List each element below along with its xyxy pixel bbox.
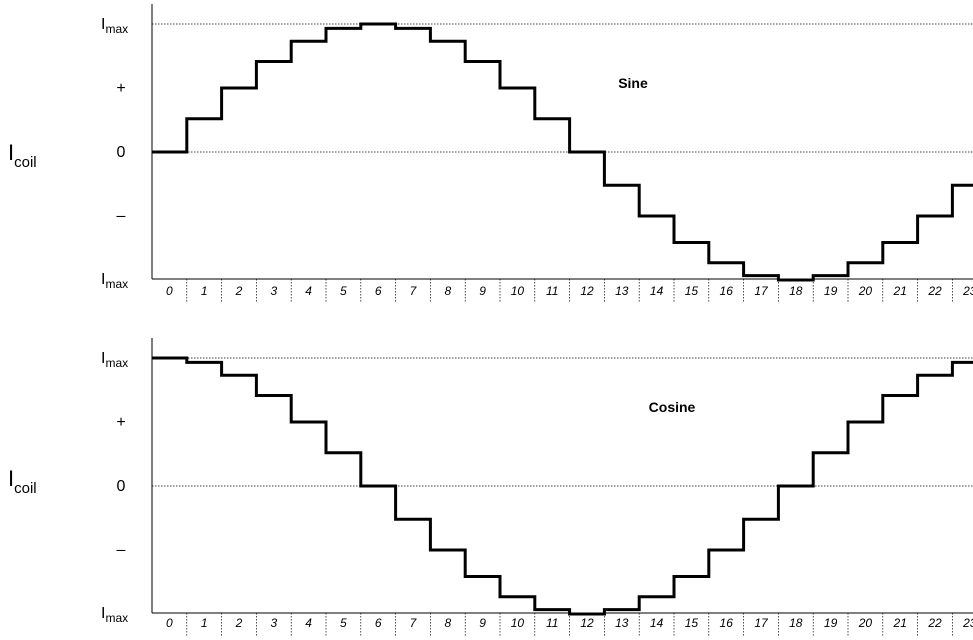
x-tick-label: 5	[340, 284, 347, 298]
x-tick-label: 23	[962, 616, 973, 630]
x-tick-label: 7	[410, 284, 418, 298]
y-tick-label: Imax	[101, 16, 128, 36]
chart-title: Cosine	[649, 399, 696, 415]
x-tick-label: 18	[789, 284, 803, 298]
y-tick-label: Imax	[101, 271, 128, 291]
y-axis-label: Icoil	[8, 466, 37, 497]
x-tick-label: 22	[927, 616, 942, 630]
x-tick-label: 13	[615, 616, 629, 630]
y-tick-label: +	[116, 80, 125, 97]
x-tick-label: 10	[511, 284, 525, 298]
chart-title: Sine	[618, 75, 648, 91]
x-tick-label: 4	[305, 284, 312, 298]
y-tick-label: –	[117, 542, 126, 559]
x-tick-label: 17	[754, 616, 769, 630]
y-axis-label: Icoil	[8, 140, 37, 171]
x-tick-label: 6	[375, 616, 382, 630]
y-tick-label: Imax	[101, 350, 128, 370]
x-tick-label: 0	[166, 284, 173, 298]
y-tick-label: –	[117, 208, 126, 225]
chart-1: 01234567891011121314151617181920212223Im…	[8, 338, 973, 637]
x-tick-label: 2	[235, 284, 243, 298]
x-tick-label: 19	[824, 616, 838, 630]
x-tick-label: 2	[235, 616, 243, 630]
x-tick-label: 23	[962, 284, 973, 298]
x-tick-label: 5	[340, 616, 347, 630]
x-tick-label: 15	[685, 284, 699, 298]
y-tick-label: +	[116, 414, 125, 431]
x-tick-label: 16	[720, 616, 734, 630]
x-tick-label: 15	[685, 616, 699, 630]
x-tick-label: 0	[166, 616, 173, 630]
series-step-line	[152, 22, 973, 282]
x-tick-label: 9	[479, 616, 486, 630]
y-tick-label: 0	[117, 144, 126, 161]
y-tick-label: Imax	[101, 605, 128, 625]
x-tick-label: 1	[201, 616, 208, 630]
x-tick-label: 12	[580, 284, 594, 298]
chart-0: 01234567891011121314151617181920212223Im…	[8, 4, 973, 303]
x-tick-label: 18	[789, 616, 803, 630]
x-tick-label: 9	[479, 284, 486, 298]
x-tick-label: 1	[201, 284, 208, 298]
x-tick-label: 19	[824, 284, 838, 298]
x-tick-label: 11	[546, 284, 558, 298]
series-step-line	[152, 356, 973, 616]
x-tick-label: 6	[375, 284, 382, 298]
x-tick-label: 21	[893, 616, 907, 630]
x-tick-label: 22	[927, 284, 942, 298]
x-tick-label: 3	[270, 284, 277, 298]
x-tick-label: 14	[650, 616, 664, 630]
x-tick-label: 16	[720, 284, 734, 298]
x-tick-label: 21	[893, 284, 907, 298]
x-tick-label: 8	[444, 616, 451, 630]
x-tick-label: 20	[858, 284, 873, 298]
x-tick-label: 12	[580, 616, 594, 630]
x-tick-label: 17	[754, 284, 769, 298]
y-tick-label: 0	[117, 478, 126, 495]
x-tick-label: 20	[858, 616, 873, 630]
x-tick-label: 7	[410, 616, 418, 630]
x-tick-label: 8	[444, 284, 451, 298]
x-tick-label: 11	[546, 616, 558, 630]
x-tick-label: 10	[511, 616, 525, 630]
x-tick-label: 4	[305, 616, 312, 630]
x-tick-label: 14	[650, 284, 664, 298]
x-tick-label: 3	[270, 616, 277, 630]
x-tick-label: 13	[615, 284, 629, 298]
